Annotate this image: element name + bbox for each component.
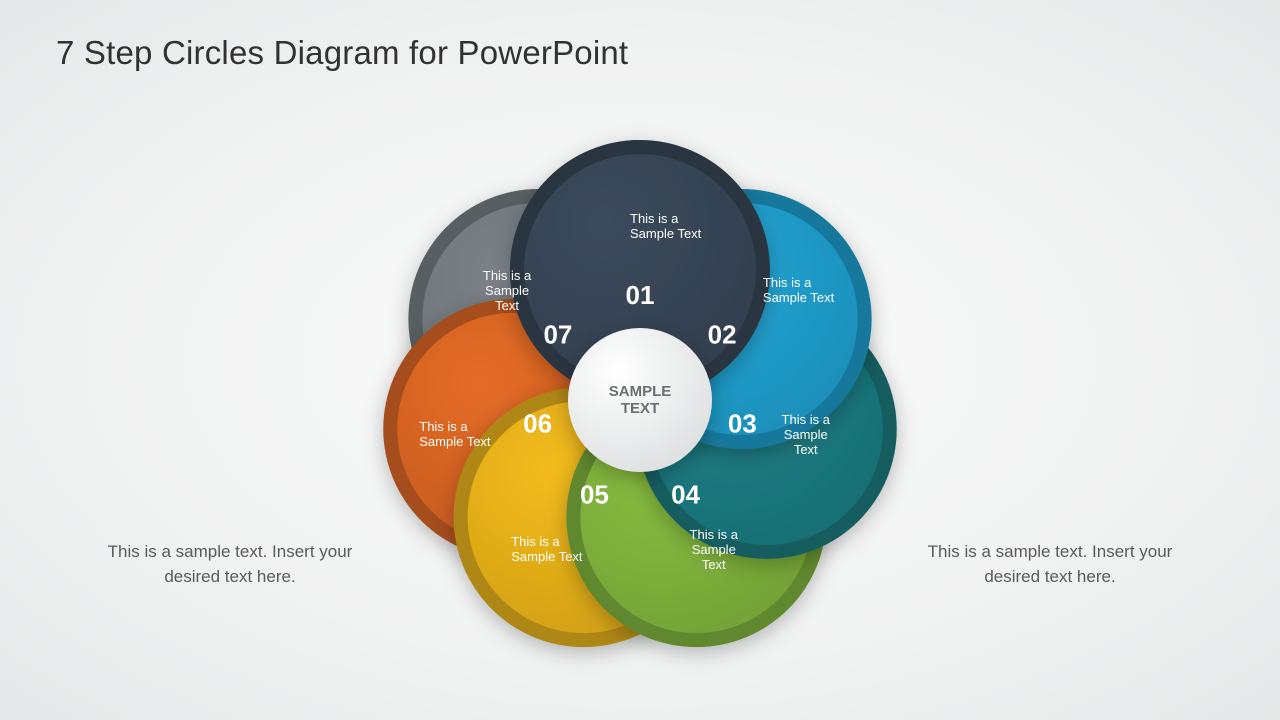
- petal-number-02: 02: [708, 320, 737, 350]
- petal-number-03: 03: [728, 408, 757, 438]
- petal-desc-01: This is aSample Text: [630, 211, 702, 241]
- petal-desc-03: This is aSampleText: [782, 412, 831, 457]
- petal-06: [383, 299, 643, 559]
- petal-02: [612, 189, 872, 449]
- center-hub: [568, 328, 712, 472]
- petal-number-07: 07: [543, 320, 572, 350]
- petal-07: [408, 189, 668, 449]
- petal-number-05: 05: [580, 480, 609, 510]
- petal-desc-07: This is aSampleText: [483, 268, 532, 313]
- petal-04: [566, 387, 826, 647]
- petal-desc-04: This is aSampleText: [690, 527, 739, 572]
- page-title: 7 Step Circles Diagram for PowerPoint: [56, 34, 628, 72]
- center-label: SAMPLETEXT: [609, 383, 672, 417]
- petal-number-04: 04: [671, 480, 700, 510]
- seven-step-circle-diagram: SAMPLETEXT 01 This is aSample Text 02 This i…: [0, 0, 1280, 720]
- caption-right: This is a sample text. Insert your desir…: [920, 540, 1180, 589]
- petal-number-01: 01: [626, 280, 655, 310]
- petal-desc-06: This is aSample Text: [419, 419, 491, 449]
- petal-desc-02: This is aSample Text: [763, 275, 835, 305]
- petal-01: [510, 140, 770, 400]
- petal-01-overlap: [510, 140, 770, 400]
- petal-number-06: 06: [523, 408, 552, 438]
- petal-desc-05: This is aSample Text: [511, 534, 583, 564]
- petal-03: [637, 299, 897, 559]
- petal-05: [454, 387, 714, 647]
- caption-left: This is a sample text. Insert your desir…: [100, 540, 360, 589]
